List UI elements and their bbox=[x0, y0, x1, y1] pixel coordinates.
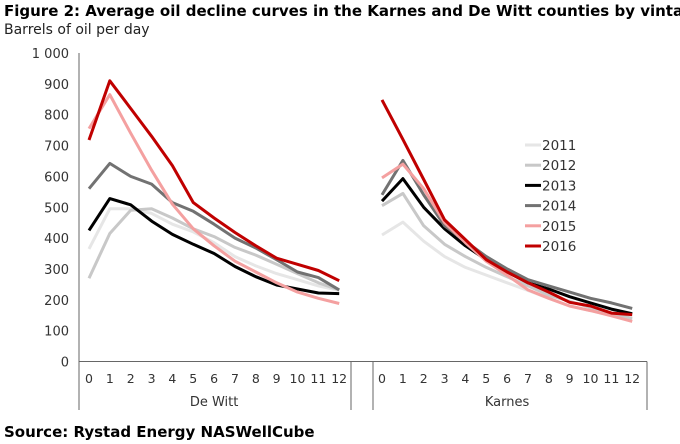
x-tick-label: 8 bbox=[252, 371, 260, 386]
legend-label: 2016 bbox=[542, 239, 576, 255]
series-line-2015-de-witt bbox=[87, 93, 340, 305]
series-line-2016-de-witt bbox=[87, 79, 340, 283]
x-tick-label: 1 bbox=[106, 371, 114, 386]
y-tick-label: 800 bbox=[44, 109, 69, 124]
y-tick-label: 200 bbox=[44, 294, 69, 309]
x-tick-label: 2 bbox=[127, 371, 135, 386]
x-tick-label: 3 bbox=[148, 371, 156, 386]
x-tick-label: 5 bbox=[482, 371, 490, 386]
x-tick-label: 1 bbox=[399, 371, 407, 386]
x-tick-label: 7 bbox=[524, 371, 532, 386]
y-axis-label: Barrels of oil per day bbox=[4, 22, 150, 38]
x-tick-label: 9 bbox=[566, 371, 574, 386]
x-tick-label: 5 bbox=[189, 371, 197, 386]
x-tick-label: 10 bbox=[583, 371, 599, 386]
series-line-2014-karnes bbox=[380, 158, 633, 310]
series-line-2014-de-witt bbox=[87, 161, 340, 292]
series-line-2016-karnes bbox=[380, 99, 633, 317]
x-tick-label: 11 bbox=[603, 371, 619, 386]
series-line-2011-de-witt bbox=[87, 207, 340, 292]
x-tick-label: 9 bbox=[273, 371, 281, 386]
legend-label: 2011 bbox=[542, 138, 576, 154]
x-group-label: De Witt bbox=[190, 395, 239, 410]
x-tick-label: 6 bbox=[503, 371, 511, 386]
series-line-2012-de-witt bbox=[87, 207, 340, 292]
y-tick-label: 400 bbox=[44, 232, 69, 247]
legend-label: 2014 bbox=[542, 199, 576, 215]
source-note: Source: Rystad Energy NASWellCube bbox=[4, 423, 315, 441]
y-tick-label: 100 bbox=[44, 325, 69, 340]
y-tick-label: 500 bbox=[44, 201, 69, 216]
y-tick-label: 700 bbox=[44, 140, 69, 155]
x-tick-label: 12 bbox=[331, 371, 347, 386]
y-tick-label: 600 bbox=[44, 170, 69, 185]
x-tick-label: 4 bbox=[168, 371, 176, 386]
x-tick-label: 3 bbox=[441, 371, 449, 386]
x-tick-label: 10 bbox=[290, 371, 306, 386]
chart-title: Figure 2: Average oil decline curves in … bbox=[4, 2, 680, 20]
legend-label: 2013 bbox=[542, 178, 576, 194]
x-tick-label: 12 bbox=[624, 371, 640, 386]
y-tick-label: 300 bbox=[44, 263, 69, 278]
x-tick-label: 11 bbox=[310, 371, 326, 386]
x-tick-label: 0 bbox=[378, 371, 386, 386]
y-tick-label: 1 000 bbox=[32, 47, 69, 62]
y-tick-label: 900 bbox=[44, 78, 69, 93]
x-tick-label: 7 bbox=[231, 371, 239, 386]
series-line-2015-karnes bbox=[381, 162, 633, 323]
legend-label: 2015 bbox=[542, 219, 576, 235]
x-group-label: Karnes bbox=[485, 395, 530, 410]
x-tick-label: 4 bbox=[461, 371, 469, 386]
x-tick-label: 6 bbox=[210, 371, 218, 386]
legend-label: 2012 bbox=[542, 158, 576, 174]
series-line-2013-karnes bbox=[380, 177, 633, 316]
y-tick-label: 0 bbox=[61, 356, 69, 371]
series-line-2013-de-witt bbox=[87, 197, 340, 296]
x-tick-label: 2 bbox=[420, 371, 428, 386]
x-tick-label: 0 bbox=[85, 371, 93, 386]
x-tick-label: 8 bbox=[545, 371, 553, 386]
